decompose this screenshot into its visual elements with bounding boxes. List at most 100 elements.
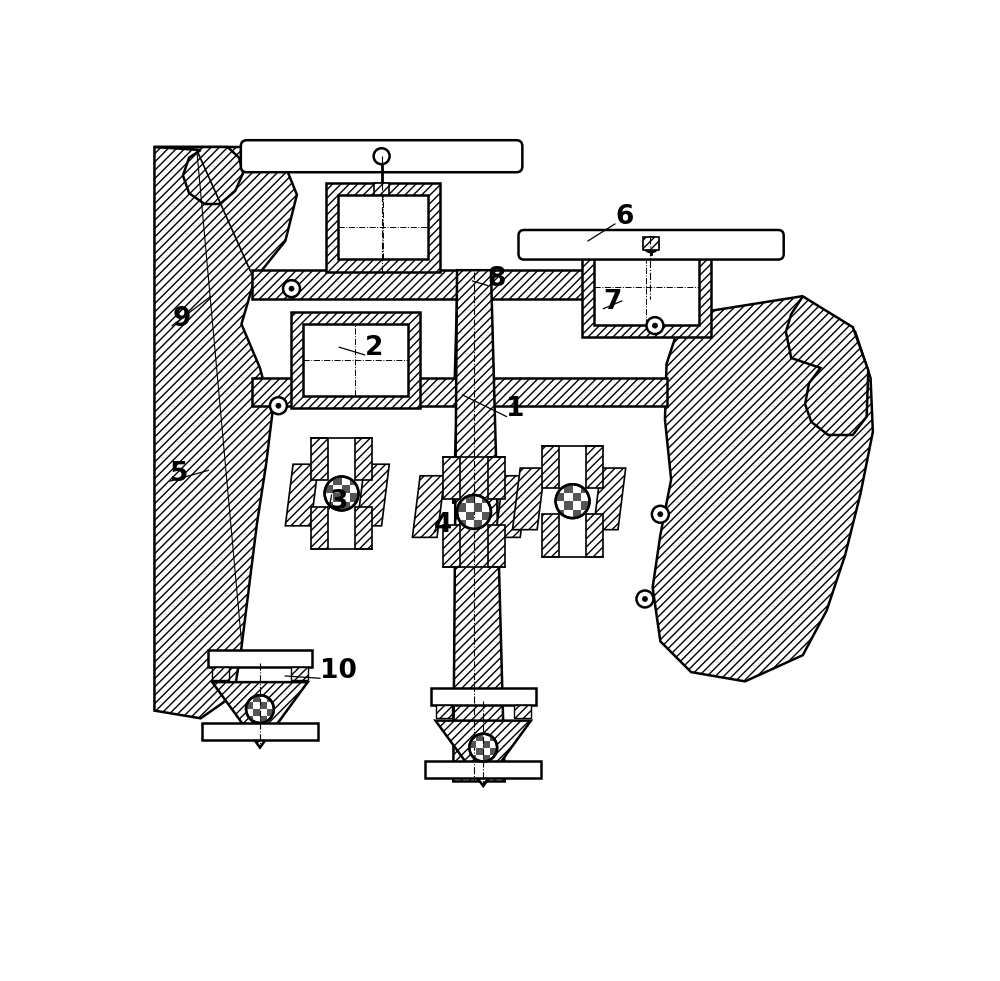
Bar [260,702,267,709]
Bar [542,445,559,489]
Bar [443,525,460,567]
Bar [208,649,312,667]
Circle shape [270,397,287,414]
Bar [326,183,440,272]
Polygon shape [496,476,528,538]
Circle shape [289,286,294,291]
Bar [425,761,541,778]
Circle shape [469,734,497,761]
Polygon shape [436,705,452,718]
Polygon shape [653,296,873,682]
Bar [483,741,490,748]
Polygon shape [374,183,389,194]
Bar [476,748,483,754]
Polygon shape [252,378,666,406]
FancyBboxPatch shape [519,230,784,260]
Bar [482,512,491,521]
Polygon shape [212,682,308,748]
Text: 1: 1 [506,396,525,423]
Bar [260,716,267,723]
Bar [303,324,408,395]
Circle shape [652,323,657,329]
Polygon shape [455,298,493,378]
Bar [490,734,497,741]
Circle shape [556,485,590,518]
Circle shape [636,591,653,607]
Bar [482,495,491,503]
Polygon shape [512,468,545,530]
Polygon shape [212,667,229,680]
Bar [564,501,573,510]
Bar [342,485,350,493]
Bar [564,485,573,492]
Circle shape [276,403,281,408]
Bar [457,521,466,529]
Bar [267,709,274,716]
Bar [490,748,497,754]
Bar [594,249,699,325]
Bar [253,696,260,702]
Bar [581,501,590,510]
Bar [431,689,536,705]
Polygon shape [154,147,297,718]
Circle shape [374,148,390,164]
Polygon shape [453,270,505,782]
Bar [202,723,318,740]
Polygon shape [786,296,868,435]
Circle shape [246,696,274,723]
Bar [311,439,328,481]
Circle shape [642,596,647,601]
Bar [342,502,350,510]
Circle shape [658,512,663,517]
Polygon shape [154,147,243,204]
Bar [556,510,564,518]
Bar [488,525,505,567]
Bar [573,510,581,518]
Bar [355,506,372,549]
Text: 2: 2 [365,335,383,361]
Bar [333,493,342,502]
FancyBboxPatch shape [241,140,522,173]
Circle shape [644,237,658,252]
Bar [542,514,559,556]
Bar [325,502,333,510]
Bar [338,195,428,259]
Circle shape [457,495,491,529]
Polygon shape [593,468,626,530]
Bar [350,493,358,502]
Bar [253,709,260,716]
Text: 3: 3 [329,489,348,515]
Circle shape [325,477,358,510]
Bar [474,521,482,529]
Bar [291,312,420,408]
Text: 4: 4 [434,512,452,538]
Bar [483,754,490,761]
Bar [586,445,603,489]
Circle shape [283,281,300,297]
Polygon shape [291,667,308,680]
Bar [466,512,474,521]
Polygon shape [412,476,445,538]
Bar [573,492,581,501]
Bar [325,485,333,493]
Bar [466,495,474,503]
Text: 7: 7 [603,288,622,315]
Bar [474,503,482,512]
Polygon shape [436,721,531,786]
Bar [488,456,505,499]
Bar [350,477,358,485]
Circle shape [652,506,669,523]
Text: 6: 6 [615,204,633,230]
Text: 5: 5 [170,461,188,488]
Text: 9: 9 [172,306,191,332]
Bar [476,734,483,741]
Polygon shape [514,705,531,718]
Polygon shape [453,406,497,502]
Bar [457,503,466,512]
Bar [581,485,590,492]
Circle shape [646,317,663,335]
Bar [586,514,603,556]
Text: 10: 10 [320,658,357,685]
Polygon shape [252,270,683,298]
Bar [246,716,253,723]
